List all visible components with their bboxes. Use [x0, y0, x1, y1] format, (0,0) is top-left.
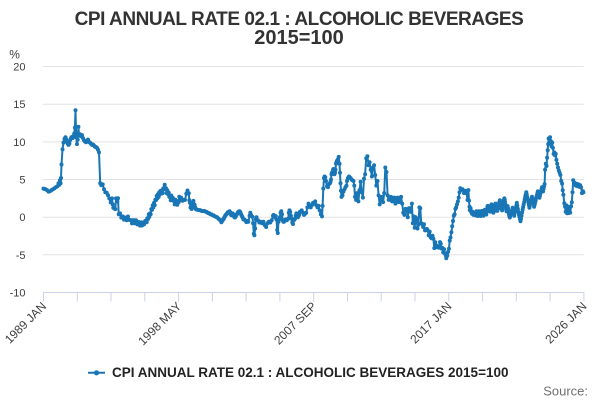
svg-text:CPI ANNUAL RATE 02.1 : ALCOHOL: CPI ANNUAL RATE 02.1 : ALCOHOLIC BEVERAG… [112, 365, 508, 380]
svg-text:Source:: Source: [543, 383, 588, 398]
svg-text:-10: -10 [10, 288, 26, 300]
svg-text:%: % [9, 48, 20, 62]
svg-text:CPI ANNUAL RATE 02.1 : ALCOHOL: CPI ANNUAL RATE 02.1 : ALCOHOLIC BEVERAG… [75, 9, 524, 30]
svg-text:15: 15 [13, 99, 25, 111]
svg-text:20: 20 [13, 62, 25, 74]
svg-text:-5: -5 [16, 250, 26, 262]
svg-text:0: 0 [19, 212, 25, 224]
svg-text:5: 5 [19, 175, 25, 187]
svg-text:10: 10 [13, 137, 25, 149]
svg-text:2015=100: 2015=100 [254, 27, 344, 49]
